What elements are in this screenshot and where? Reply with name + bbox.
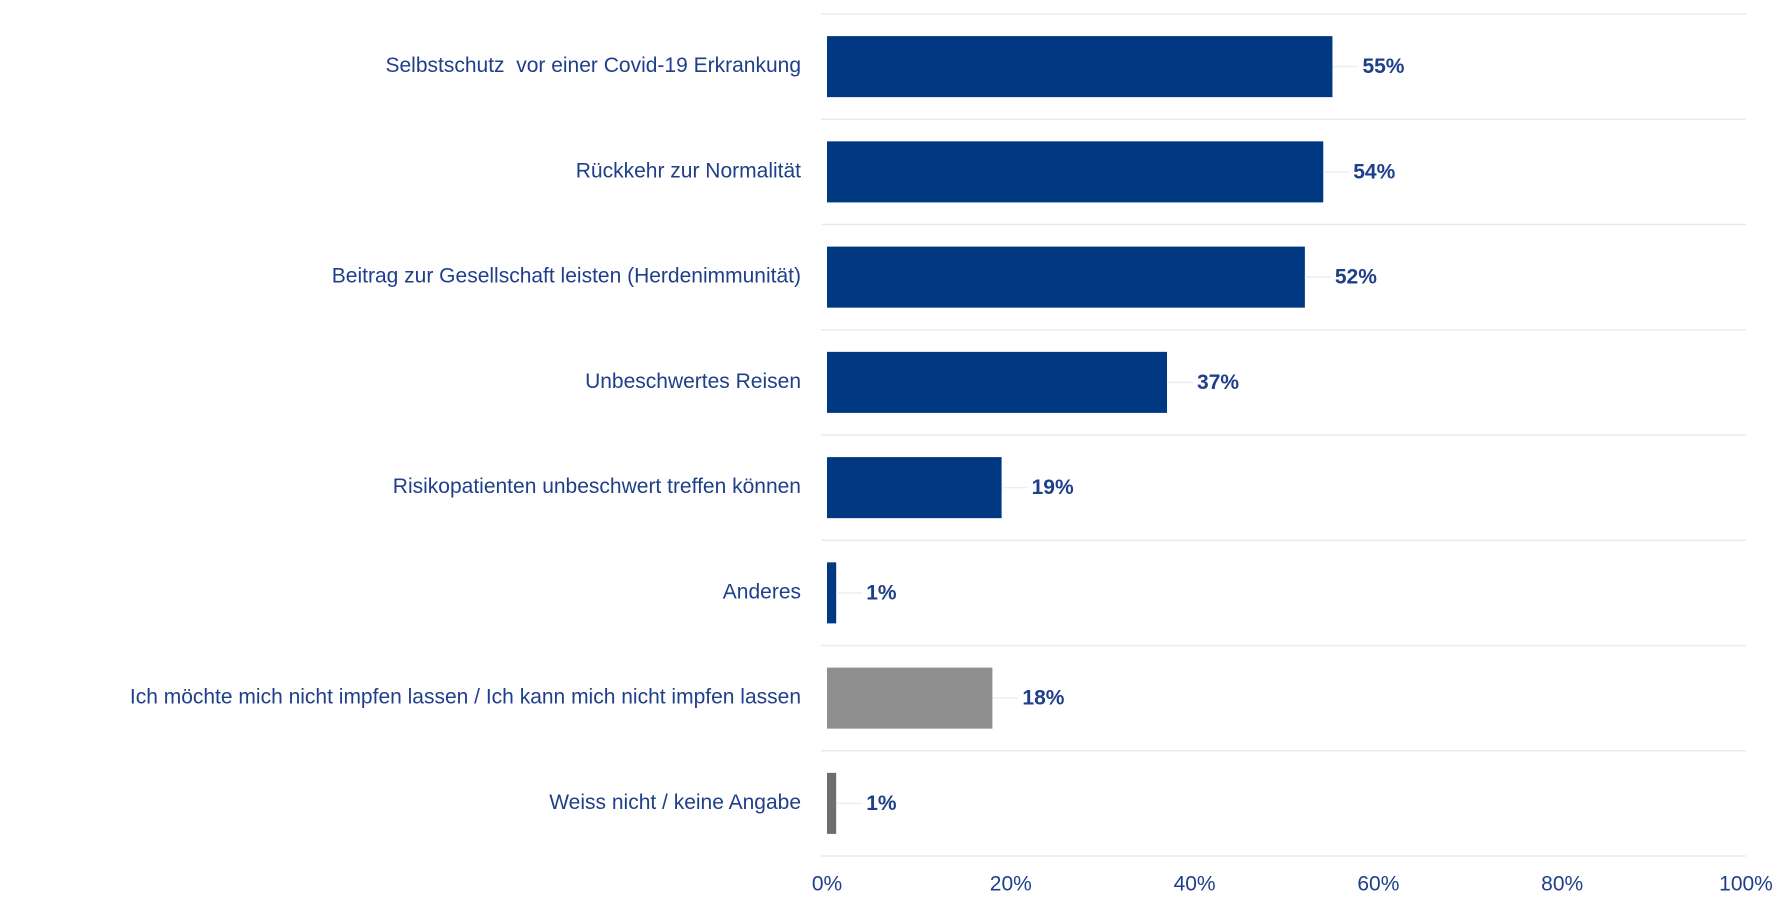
bar <box>827 141 1324 203</box>
x-tick-label: 60% <box>1357 873 1399 896</box>
x-tick-label: 100% <box>1719 873 1773 896</box>
value-label: 55% <box>1362 55 1404 78</box>
y-tick-label: Rückkehr zur Normalität <box>576 159 801 182</box>
bar <box>827 772 837 834</box>
bar <box>827 667 993 729</box>
y-tick-label: Risikopatienten unbeschwert treffen könn… <box>393 475 801 498</box>
y-tick-label: Ich möchte mich nicht impfen lassen / Ic… <box>130 686 801 709</box>
bar <box>827 36 1333 98</box>
x-tick-label: 80% <box>1541 873 1583 896</box>
value-label: 19% <box>1032 476 1074 499</box>
bar <box>827 457 1002 519</box>
bar <box>827 562 837 624</box>
y-tick-label: Beitrag zur Gesellschaft leisten (Herden… <box>332 265 801 288</box>
bar <box>827 351 1168 413</box>
value-label: 18% <box>1022 687 1064 710</box>
value-label: 37% <box>1197 371 1239 394</box>
y-tick-label: Selbstschutz vor einer Covid-19 Erkranku… <box>385 54 801 77</box>
x-tick-label: 40% <box>1174 873 1216 896</box>
value-label: 1% <box>866 581 897 604</box>
value-label: 52% <box>1335 266 1377 289</box>
y-tick-label: Weiss nicht / keine Angabe <box>549 791 801 814</box>
y-tick-label: Anderes <box>723 580 801 603</box>
value-label: 1% <box>866 792 897 815</box>
x-tick-label: 20% <box>990 873 1032 896</box>
bar <box>827 246 1305 308</box>
y-tick-label: Unbeschwertes Reisen <box>585 370 801 393</box>
value-label: 54% <box>1353 160 1395 183</box>
x-tick-label: 0% <box>812 873 842 896</box>
